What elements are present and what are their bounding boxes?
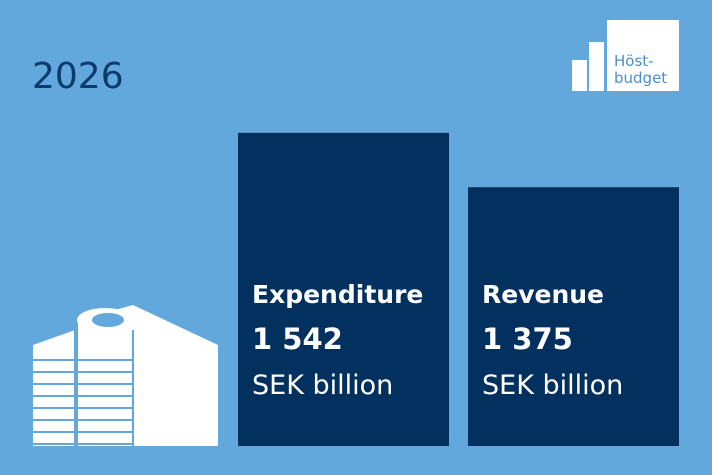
- bar: [468, 187, 679, 446]
- value-label: 1 542: [252, 322, 343, 356]
- value-label: 1 375: [482, 322, 573, 356]
- building-roof-hole: [92, 313, 124, 327]
- building-wing: [33, 330, 75, 446]
- building-stripes: [33, 330, 134, 446]
- category-label: Expenditure: [252, 280, 423, 309]
- logo-panel: [607, 20, 679, 91]
- logo-bar: [572, 60, 587, 91]
- building-icon: [33, 305, 218, 446]
- building-body: [78, 305, 218, 446]
- category-label: Revenue: [482, 280, 604, 309]
- logo-bar: [589, 42, 604, 91]
- logo: Höst- budget: [572, 20, 679, 91]
- chart-title: 2026: [32, 56, 124, 97]
- logo-text: budget: [614, 69, 667, 87]
- logo-text: Höst-: [614, 52, 654, 70]
- unit-label: SEK billion: [252, 370, 393, 401]
- unit-label: SEK billion: [482, 370, 623, 401]
- bar: [238, 132, 449, 446]
